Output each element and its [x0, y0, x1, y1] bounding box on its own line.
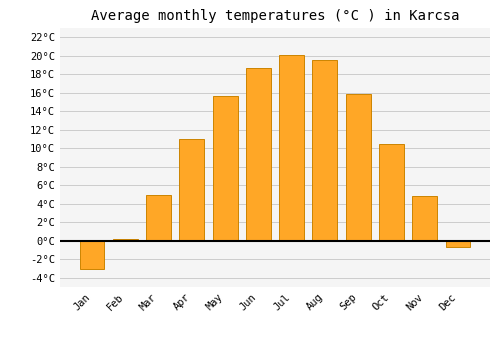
Bar	[446, 241, 470, 247]
Bar	[246, 68, 271, 241]
Bar	[180, 139, 204, 241]
Bar	[279, 55, 304, 241]
Bar	[346, 94, 370, 241]
Bar	[379, 144, 404, 241]
Bar	[312, 60, 338, 241]
Bar	[212, 96, 238, 241]
Bar	[113, 239, 138, 241]
Bar	[412, 196, 437, 241]
Title: Average monthly temperatures (°C ) in Karcsa: Average monthly temperatures (°C ) in Ka…	[91, 9, 459, 23]
Bar	[146, 195, 171, 241]
Bar	[80, 241, 104, 268]
